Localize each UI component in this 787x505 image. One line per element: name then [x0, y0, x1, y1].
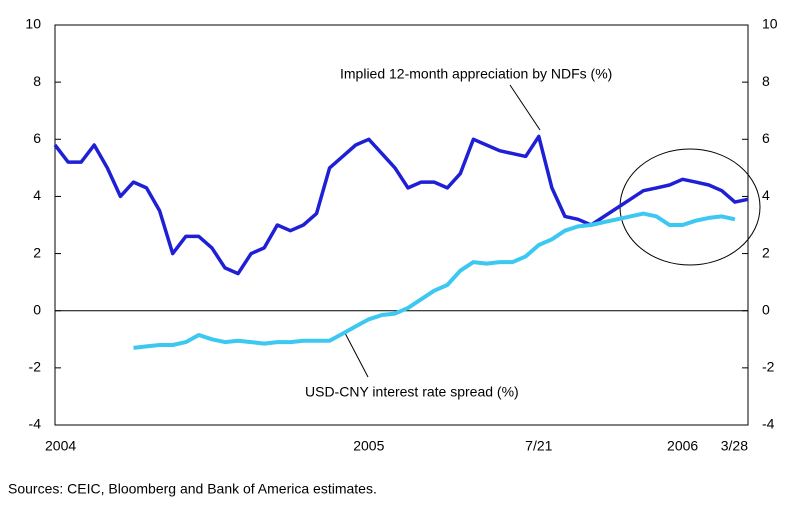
highlight-ellipse [619, 148, 761, 266]
y2-tick-label: 0 [762, 301, 770, 317]
y2-tick-label: -4 [762, 416, 775, 432]
annotation: Implied 12-month appreciation by NDFs (%… [340, 66, 612, 82]
x-tick-label: 7/21 [525, 438, 552, 454]
series-line [53, 134, 749, 276]
leader-line [509, 84, 541, 131]
y-tick-label: -2 [29, 359, 42, 375]
annotation: USD-CNY interest rate spread (%) [305, 384, 519, 400]
y-tick-label: 8 [33, 73, 41, 89]
x-tick-label: 2004 [45, 438, 76, 454]
x-tick-label: 2006 [667, 438, 698, 454]
source: Sources: CEIC, Bloomberg and Bank of Ame… [8, 481, 377, 497]
series-line [133, 211, 736, 350]
leader-line [344, 332, 369, 378]
y2-tick-label: 8 [762, 73, 770, 89]
y-tick-label: 10 [25, 16, 41, 32]
y-tick-label: 6 [33, 130, 41, 146]
y-tick-label: 2 [33, 244, 41, 260]
y-tick-label: 0 [33, 301, 41, 317]
y2-tick-label: -2 [762, 359, 775, 375]
plot-frame [54, 24, 749, 426]
x-tick-label: 3/28 [721, 438, 748, 454]
x-tick-label: 2005 [353, 438, 384, 454]
y-tick-label: 4 [33, 187, 41, 203]
y2-tick-label: 6 [762, 130, 770, 146]
y-tick-label: -4 [29, 416, 42, 432]
y2-tick-label: 10 [762, 16, 778, 32]
y2-tick-label: 2 [762, 244, 770, 260]
y2-tick-label: 4 [762, 187, 770, 203]
